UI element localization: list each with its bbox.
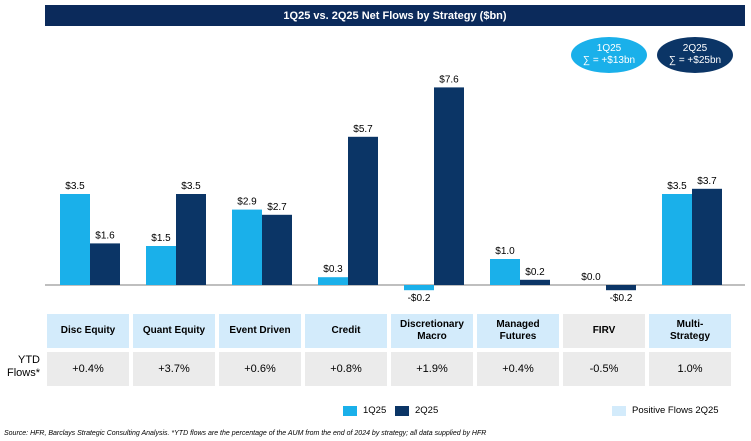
bar-1q25-5	[490, 259, 520, 285]
strategy-header-7: Multi- Strategy	[649, 314, 731, 348]
strategy-header-6: FIRV	[563, 314, 645, 348]
data-label-1q25-5: $1.0	[495, 246, 515, 257]
legend-2q25-label: 2Q25	[415, 405, 438, 416]
ytd-value-6: -0.5%	[563, 352, 645, 386]
data-label-1q25-3: $0.3	[323, 264, 343, 275]
legend-positive-swatch	[612, 406, 626, 416]
ytd-value-7: 1.0%	[649, 352, 731, 386]
bar-2q25-6	[606, 285, 636, 290]
bar-2q25-0	[90, 243, 120, 285]
data-label-2q25-7: $3.7	[697, 176, 717, 187]
bar-2q25-3	[348, 137, 378, 285]
data-label-1q25-1: $1.5	[151, 233, 171, 244]
bar-chart: $3.5 $1.6 $1.5 $3.5 $2.9 $2.7 $0.3 $5.7 -$0.2 $7.…	[0, 0, 751, 310]
data-label-1q25-7: $3.5	[667, 181, 687, 192]
ytd-value-5: +0.4%	[477, 352, 559, 386]
ytd-flows-label: YTD Flows*	[0, 354, 40, 380]
data-label-2q25-4: $7.6	[439, 74, 459, 85]
bar-2q25-1	[176, 194, 206, 285]
strategy-header-0: Disc Equity	[47, 314, 129, 348]
bar-2q25-7	[692, 189, 722, 285]
data-label-2q25-6: -$0.2	[610, 293, 633, 304]
bar-1q25-7	[662, 194, 692, 285]
legend-positive-label: Positive Flows 2Q25	[632, 405, 719, 416]
source-note: Source: HFR, Barclays Strategic Consulti…	[4, 430, 486, 437]
strategy-header-2: Event Driven	[219, 314, 301, 348]
ytd-value-2: +0.6%	[219, 352, 301, 386]
bar-1q25-4	[404, 285, 434, 290]
strategy-header-4: Discretionary Macro	[391, 314, 473, 348]
bar-2q25-2	[262, 215, 292, 285]
data-label-1q25-4: -$0.2	[408, 293, 431, 304]
data-label-2q25-1: $3.5	[181, 181, 201, 192]
strategy-header-3: Credit	[305, 314, 387, 348]
data-label-2q25-3: $5.7	[353, 124, 373, 135]
bar-1q25-1	[146, 246, 176, 285]
ytd-value-0: +0.4%	[47, 352, 129, 386]
data-label-1q25-6: $0.0	[581, 272, 601, 283]
bar-2q25-5	[520, 280, 550, 285]
strategy-header-5: Managed Futures	[477, 314, 559, 348]
data-label-1q25-2: $2.9	[237, 197, 257, 208]
legend-1q25: 1Q25	[343, 405, 386, 416]
bar-1q25-3	[318, 277, 348, 285]
legend-2q25-swatch	[395, 406, 409, 416]
bar-1q25-2	[232, 210, 262, 285]
data-label-2q25-2: $2.7	[267, 202, 287, 213]
strategy-header-1: Quant Equity	[133, 314, 215, 348]
legend-1q25-label: 1Q25	[363, 405, 386, 416]
legend-positive-flows: Positive Flows 2Q25	[612, 405, 719, 416]
ytd-value-1: +3.7%	[133, 352, 215, 386]
bar-1q25-0	[60, 194, 90, 285]
data-label-2q25-5: $0.2	[525, 267, 545, 278]
bar-2q25-4	[434, 87, 464, 285]
legend-2q25: 2Q25	[395, 405, 438, 416]
data-label-1q25-0: $3.5	[65, 181, 85, 192]
legend-1q25-swatch	[343, 406, 357, 416]
ytd-value-4: +1.9%	[391, 352, 473, 386]
ytd-value-3: +0.8%	[305, 352, 387, 386]
data-label-2q25-0: $1.6	[95, 230, 115, 241]
